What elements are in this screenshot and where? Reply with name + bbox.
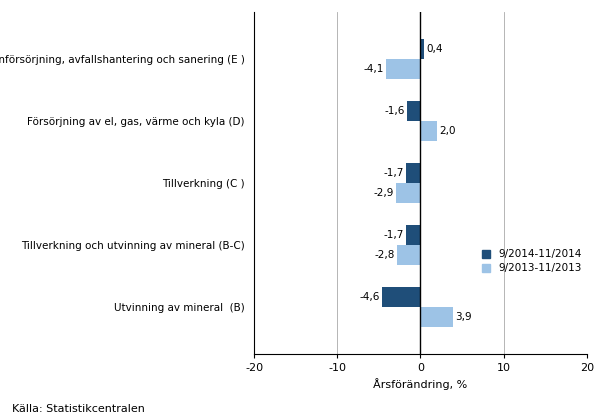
Text: -4,1: -4,1 (364, 64, 384, 74)
Text: Källa: Statistikcentralen: Källa: Statistikcentralen (12, 404, 145, 414)
Text: -1,7: -1,7 (384, 168, 404, 178)
Text: -1,6: -1,6 (384, 106, 405, 116)
Bar (387, 59, 420, 79)
X-axis label: Årsförändring, %: Årsförändring, % (373, 378, 468, 390)
Text: -4,6: -4,6 (359, 292, 380, 302)
Text: 2,0: 2,0 (440, 126, 456, 136)
Bar (407, 225, 420, 245)
Text: 3,9: 3,9 (456, 312, 472, 322)
Bar (407, 163, 420, 183)
Bar (420, 39, 423, 59)
Text: 0,4: 0,4 (427, 44, 443, 54)
Bar (396, 183, 420, 203)
Bar (382, 287, 420, 307)
Text: -2,9: -2,9 (373, 188, 394, 198)
Legend: 9/2014-11/2014, 9/2013-11/2013: 9/2014-11/2014, 9/2013-11/2013 (482, 249, 581, 273)
Text: -1,7: -1,7 (384, 230, 404, 240)
Bar (420, 121, 437, 141)
Text: -2,8: -2,8 (374, 250, 394, 260)
Bar (420, 307, 453, 327)
Bar (397, 245, 420, 265)
Bar (407, 101, 420, 121)
